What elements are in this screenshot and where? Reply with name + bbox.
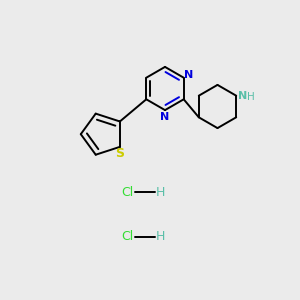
Text: H: H bbox=[247, 92, 255, 102]
Text: S: S bbox=[116, 147, 124, 160]
Text: N: N bbox=[238, 91, 248, 101]
Text: N: N bbox=[184, 70, 194, 80]
Text: H: H bbox=[156, 185, 165, 199]
Text: N: N bbox=[160, 112, 169, 122]
Text: Cl: Cl bbox=[121, 185, 134, 199]
Text: Cl: Cl bbox=[121, 230, 134, 244]
Text: H: H bbox=[156, 230, 165, 244]
